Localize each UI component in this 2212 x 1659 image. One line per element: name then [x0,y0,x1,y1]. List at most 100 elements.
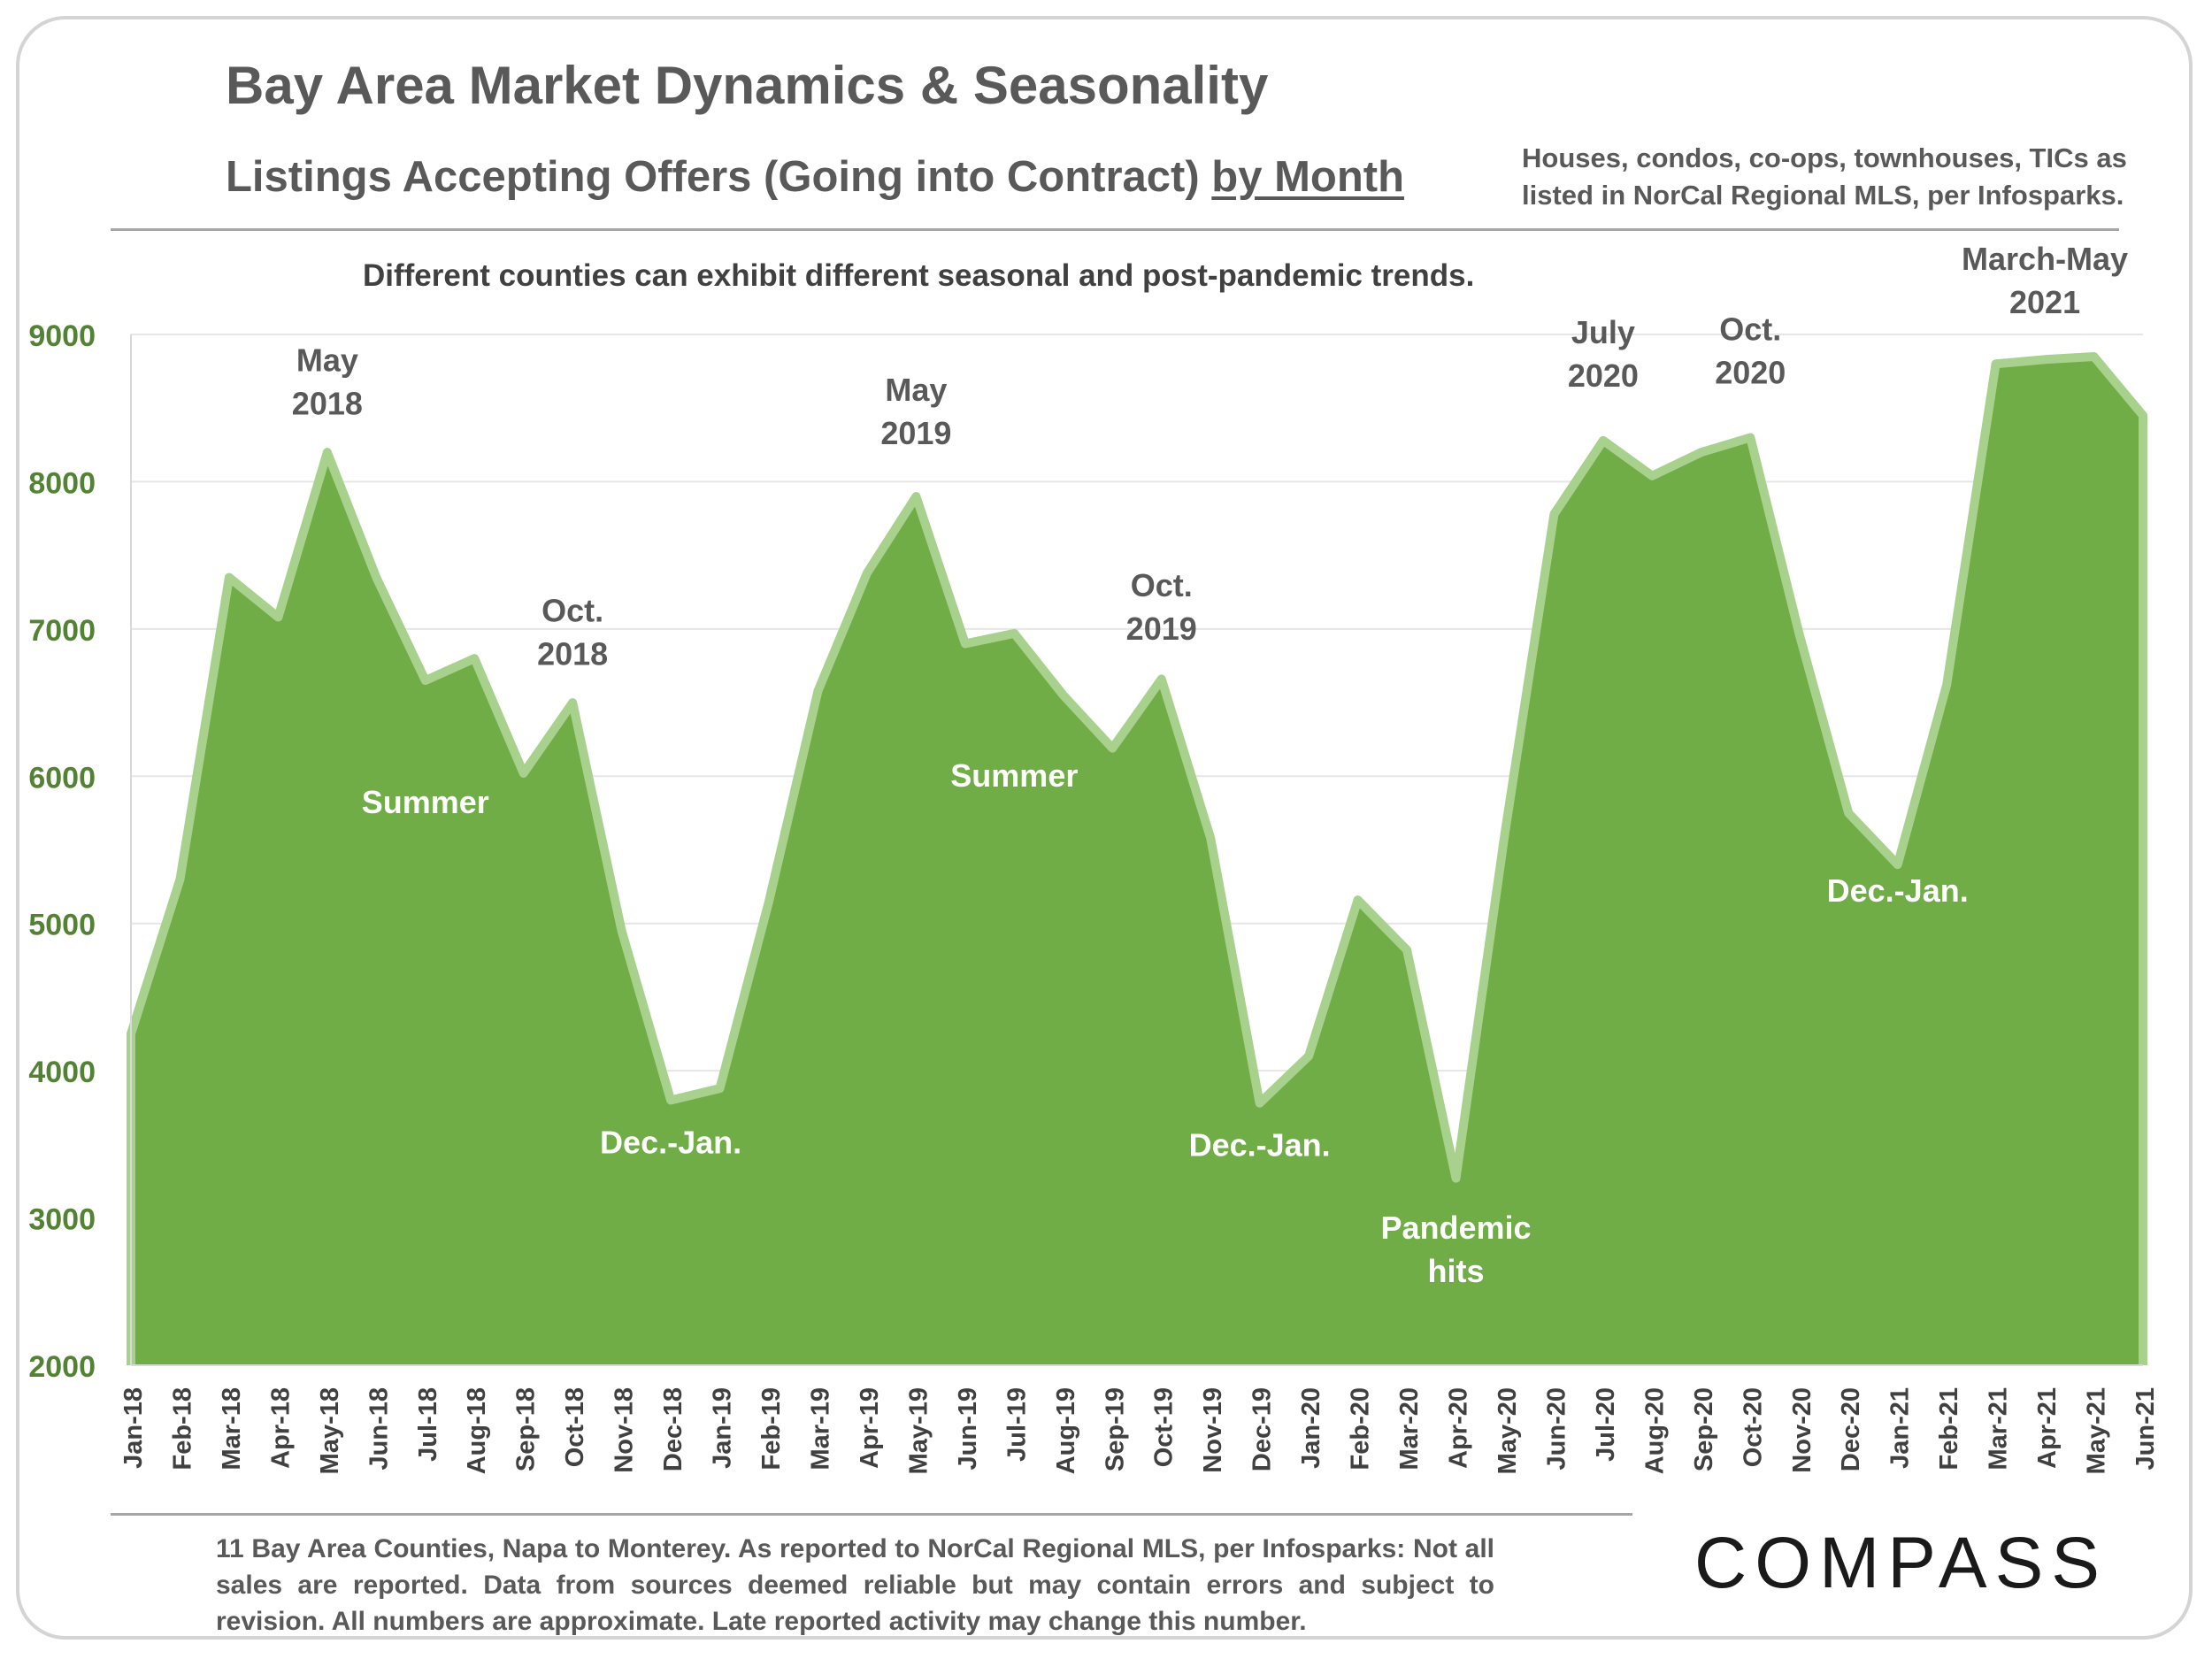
annotation-label: Oct. 2018 [537,593,608,672]
x-tick-label: Apr-19 [856,1387,884,1469]
data-point [816,688,820,693]
data-point [718,1087,722,1091]
x-tick-label: Apr-20 [1445,1387,1473,1469]
x-tick-label: Oct-20 [1739,1387,1767,1467]
data-point [521,771,526,775]
data-point [1110,746,1115,750]
annotation-label: May 2018 [292,342,363,422]
data-point [1601,438,1605,442]
x-tick-label: Aug-18 [463,1387,491,1474]
data-point [1993,362,1998,366]
data-point [1552,512,1556,517]
data-point [914,495,918,499]
x-tick-label: May-20 [1494,1387,1522,1474]
data-point [963,641,967,646]
x-tick-label: Feb-21 [1935,1387,1963,1470]
x-tick-label: Mar-18 [218,1387,246,1471]
data-point [1502,830,1507,834]
x-tick-label: Apr-18 [266,1387,295,1469]
x-tick-label: Nov-18 [611,1387,639,1473]
x-tick-label: Feb-20 [1347,1387,1375,1470]
x-tick-label: Dec-18 [659,1387,687,1471]
y-tick-label: 5000 [28,909,96,942]
footnote: 11 Bay Area Counties, Napa to Monterey. … [216,1534,1494,1636]
data-point [1257,1101,1262,1105]
x-tick-label: Jul-18 [414,1387,442,1462]
annotation-label: July 2020 [1568,314,1639,394]
data-point [1699,450,1703,455]
x-tick-label: Nov-19 [1199,1387,1227,1473]
data-point [2092,354,2096,358]
annotation-label: Oct. 2020 [1715,311,1786,391]
data-point [669,1098,673,1102]
annotation-label: Summer [950,757,1078,794]
x-tick-label: Jun-19 [954,1387,982,1470]
data-point [1405,948,1409,952]
subtitle-emphasis: by Month [1211,153,1405,201]
subtitle-main: Listings Accepting Offers (Going into Co… [226,153,1212,201]
data-point [276,615,280,619]
x-tick-label: Jul-19 [1002,1387,1031,1462]
data-point [2043,357,2047,362]
data-point [472,657,477,661]
x-tick-label: Feb-18 [168,1387,196,1470]
x-tick-label: Aug-20 [1640,1387,1669,1474]
annotation-label: Dec.-Jan. [600,1124,741,1160]
data-point [864,571,869,575]
x-tick-label: Mar-20 [1395,1387,1424,1471]
data-point [1061,693,1065,697]
x-tick-label: Sep-18 [512,1387,541,1471]
y-tick-label: 4000 [28,1056,96,1089]
data-point [767,899,772,903]
x-tick-label: Jan-18 [119,1387,148,1469]
data-point [1847,810,1851,815]
data-point [374,575,379,580]
x-tick-label: May-18 [316,1387,344,1474]
x-tick-label: May-19 [904,1387,933,1474]
x-tick-label: Jun-18 [365,1387,393,1470]
y-tick-label: 9000 [28,319,96,353]
x-tick-label: Feb-19 [757,1387,786,1470]
x-tick-label: Oct-19 [1150,1387,1179,1467]
x-tick-label: Nov-20 [1788,1387,1816,1473]
data-point [1945,683,1949,687]
x-tick-label: May-21 [2083,1387,2111,1474]
series-line [127,351,2147,1365]
chart-subtitle: Listings Accepting Offers (Going into Co… [226,152,1404,202]
x-tick-label: Dec-20 [1837,1387,1865,1471]
annotation-label: May 2019 [880,372,951,451]
annotation-label: Dec.-Jan. [1827,872,1969,909]
data-point [2141,413,2145,418]
annotation-label: Summer [362,784,489,820]
x-tick-label: Dec-19 [1248,1387,1277,1471]
data-point [178,877,182,881]
chart-tagline: Different counties can exhibit different… [363,258,1475,293]
data-point [1356,898,1360,902]
data-point [1209,836,1213,841]
x-tick-label: Jun-20 [1542,1387,1571,1470]
y-tick-label: 6000 [28,761,96,795]
data-point [1797,633,1801,637]
data-point [1159,677,1164,681]
data-point [1748,435,1753,440]
x-tick-label: Jan-20 [1297,1387,1325,1469]
data-point [227,575,231,580]
annotations: May 2018 Oct. 2018 Summer Dec.-Jan. May 2019 Sum… [292,241,2128,1289]
data-point [1012,631,1017,635]
chart-title: Bay Area Market Dynamics & Seasonality [226,56,1269,115]
data-point [1895,863,1900,867]
x-tick-label: Jul-20 [1592,1387,1620,1462]
annotation-label: Dec.-Jan. [1189,1127,1331,1164]
data-point [325,450,329,455]
x-tick-label: Sep-19 [1101,1387,1129,1471]
x-tick-label: Mar-21 [1985,1387,2013,1471]
x-tick-label: Jan-21 [1886,1387,1915,1469]
area-fill [131,356,2143,1365]
y-axis: 2000 3000 4000 5000 6000 7000 8000 9000 [28,319,132,1384]
footer-divider [111,1513,1632,1516]
y-tick-label: 8000 [28,466,96,500]
data-point [423,679,427,683]
x-axis: Jan-18 Feb-18 Mar-18 Apr-18 May-18 Jun-18 Jul-… [119,1364,2160,1474]
data-point [1307,1054,1311,1058]
